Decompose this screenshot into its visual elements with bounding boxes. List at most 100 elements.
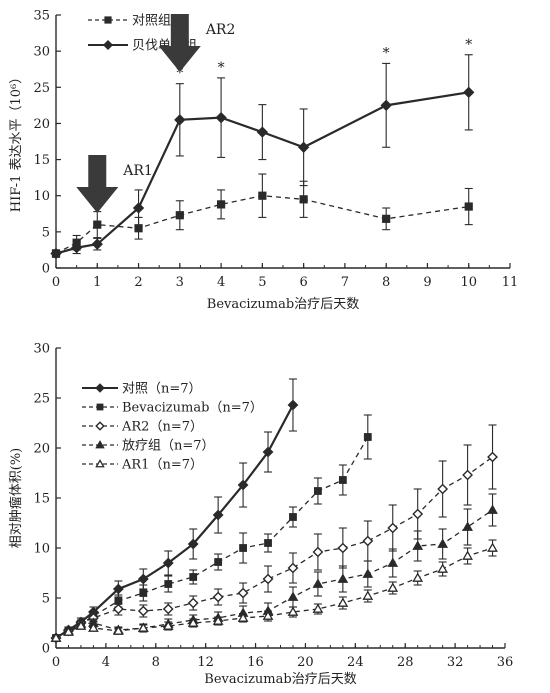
data-point xyxy=(63,626,74,636)
data-point xyxy=(212,591,224,603)
y-tick-label: 25 xyxy=(33,392,50,407)
data-point xyxy=(189,573,198,581)
y-tick-label: 20 xyxy=(33,442,50,457)
legend-label: AR2（n=7） xyxy=(121,420,203,435)
data-point xyxy=(287,399,299,411)
data-point xyxy=(362,568,374,578)
x-tick-label: 3 xyxy=(176,275,184,290)
annotation-arrow-ar2 xyxy=(158,14,201,72)
y-tick-label: 30 xyxy=(33,342,50,357)
hif1-expression-chart: 0 1 2 3 4 5 6 7 8 9 10 11 0 5 10 15 20 25 30 35 Bevacizumab治… xyxy=(9,9,518,313)
data-point xyxy=(132,202,145,214)
data-point xyxy=(258,191,267,200)
x-tick-label: 6 xyxy=(299,275,307,290)
series-line xyxy=(55,195,469,255)
data-point xyxy=(162,620,174,630)
data-point xyxy=(237,587,249,599)
data-point xyxy=(437,563,449,573)
data-point xyxy=(139,589,148,597)
series-4 xyxy=(50,539,498,642)
x-tick-label: 8 xyxy=(382,275,390,290)
x-tick-label: 10 xyxy=(460,275,477,290)
x-tick-label: 4 xyxy=(102,655,110,670)
data-point xyxy=(164,580,173,588)
data-point xyxy=(462,521,473,531)
x-tick-label: 36 xyxy=(497,655,514,670)
x-axis-label: Bevacizumab治疗后天数 xyxy=(204,672,356,687)
x-tick-label: 7 xyxy=(341,275,349,290)
x-tick-label: 32 xyxy=(447,655,464,670)
x-tick-label: 11 xyxy=(502,275,519,290)
data-point xyxy=(412,508,424,520)
series-2 xyxy=(50,424,498,644)
data-point xyxy=(487,542,498,552)
data-point xyxy=(262,573,274,585)
annotation-label: AR1 xyxy=(122,163,153,179)
series-line xyxy=(55,456,493,639)
series-line xyxy=(55,547,493,639)
data-point xyxy=(287,591,299,601)
data-point xyxy=(287,606,299,616)
data-point xyxy=(363,433,372,441)
data-point xyxy=(437,483,449,495)
data-point xyxy=(387,557,399,567)
series-1 xyxy=(50,54,475,260)
data-point xyxy=(487,504,498,514)
data-point xyxy=(262,446,274,458)
y-tick-label: 20 xyxy=(33,117,50,132)
y-axis-label: HIF-1 表达水平（10⁶） xyxy=(9,71,24,212)
data-point xyxy=(93,220,102,229)
series-0 xyxy=(51,173,473,258)
x-tick-label: 24 xyxy=(347,655,364,670)
x-tick-label: 16 xyxy=(247,655,264,670)
data-point xyxy=(299,195,308,204)
data-point xyxy=(137,622,149,632)
significance-marker: * xyxy=(465,37,472,53)
data-point xyxy=(137,573,149,585)
data-point xyxy=(382,214,391,223)
data-point xyxy=(50,632,62,642)
data-point xyxy=(338,476,347,484)
data-point xyxy=(297,141,310,153)
legend-label: 放疗组（n=7） xyxy=(122,439,215,454)
legend-label: AR1（n=7） xyxy=(121,458,203,473)
data-point xyxy=(337,573,349,583)
data-point xyxy=(412,572,424,582)
data-point xyxy=(387,522,399,534)
series-line xyxy=(55,91,469,255)
legend-marker xyxy=(104,16,112,24)
x-tick-label: 0 xyxy=(52,655,60,670)
data-point xyxy=(237,479,249,491)
y-tick-label: 10 xyxy=(33,189,50,204)
data-point xyxy=(337,597,349,607)
data-point xyxy=(50,247,62,260)
data-point xyxy=(289,513,297,521)
data-point xyxy=(137,605,149,617)
data-point xyxy=(287,562,299,574)
x-tick-label: 1 xyxy=(93,275,101,290)
y-tick-label: 5 xyxy=(42,225,50,240)
data-point xyxy=(264,539,272,547)
data-point xyxy=(187,597,199,609)
data-point xyxy=(412,540,424,550)
y-tick-label: 30 xyxy=(33,45,50,60)
data-point xyxy=(380,99,392,112)
x-tick-label: 5 xyxy=(258,275,266,290)
data-point xyxy=(256,126,269,138)
data-point xyxy=(112,625,124,635)
legend-marker xyxy=(102,39,114,51)
data-point xyxy=(464,202,473,211)
data-point xyxy=(463,86,475,99)
data-point xyxy=(314,487,322,495)
data-point xyxy=(487,451,498,463)
y-axis-label: 相对肿瘤体积(%) xyxy=(8,448,24,549)
annotation-label: AR2 xyxy=(205,22,236,38)
y-tick-label: 35 xyxy=(33,9,50,24)
y-tick-label: 5 xyxy=(42,592,50,607)
data-point xyxy=(174,114,186,126)
x-tick-label: 8 xyxy=(152,655,160,670)
legend-marker xyxy=(95,383,105,393)
tumor-volume-chart: 0 4 8 12 16 20 24 28 32 36 0 5 10 15 20 25 30 Bevacizumab… xyxy=(8,342,513,688)
data-point xyxy=(112,583,124,595)
data-point xyxy=(88,622,99,632)
